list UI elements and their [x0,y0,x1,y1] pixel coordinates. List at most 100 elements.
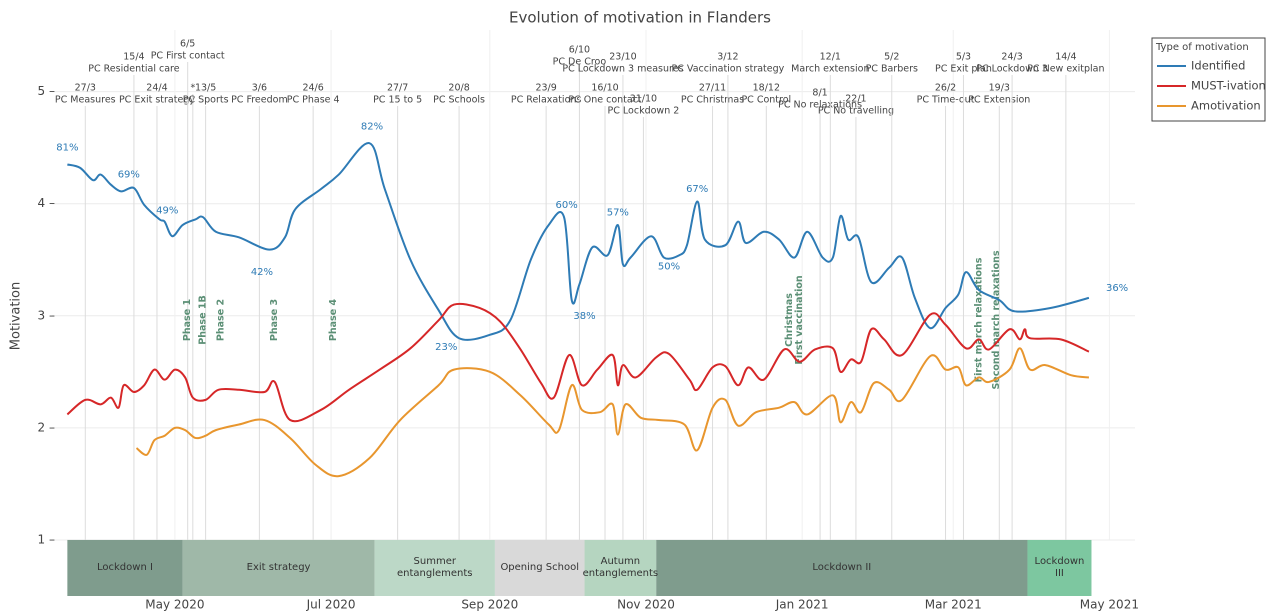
period-label: Exit strategy [246,561,311,573]
legend: Type of motivation Identified MUST-ivation… [1151,37,1266,122]
milestone-label: Phase 3 [269,299,280,341]
milestone-label: Phase 1B [198,295,209,344]
period-label: Lockdown I [97,561,153,573]
milestone-label: Phase 4 [328,299,339,342]
event-date: 27/3 [75,83,96,94]
period-band [584,539,657,596]
x-tick-label: Jul 2020 [306,598,356,612]
event-date: 6/5 [180,39,195,50]
milestone-label: Second march relaxations [991,250,1002,389]
period-band [494,539,585,596]
event-date: 24/6 [302,83,323,94]
data-label: 49% [156,205,178,216]
event-date: 31/10 [630,94,657,105]
event-date: 13/5 [195,83,216,94]
period-label: Summer entanglements [396,555,473,579]
period-band [374,539,495,596]
event-label: * [190,83,195,94]
event-label: PC Schools [433,95,485,106]
event-label: PC Freedom [231,95,288,106]
event-date: 20/8 [448,83,469,94]
event-date: 3/6 [252,83,267,94]
data-label: 82% [361,121,383,132]
data-label: 42% [251,267,273,278]
event-label: PC Control [741,95,791,106]
event-date: 24/4 [146,83,167,94]
legend-box [1151,37,1266,122]
series-line [67,142,1090,341]
legend-label: Amotivation [1191,99,1261,113]
event-date: 24/3 [1001,52,1022,63]
data-label: 67% [686,184,708,195]
event-label: PC Lockdown 3 [976,64,1048,75]
milestone-label: Phase 1 [182,299,193,341]
milestone-label: Phase 2 [215,299,226,341]
y-tick-label: 1 – [38,532,55,546]
y-tick-label: 4 – [38,196,55,210]
legend-label: Identified [1191,59,1245,73]
x-tick-label: Jan 2021 [775,598,829,612]
y-tick-label: 2 – [38,420,55,434]
event-date: 6/10 [569,45,590,56]
y-tick-label: 3 – [38,308,55,322]
event-date: 26/2 [935,83,956,94]
event-label: PC Lockdown 2 [608,106,680,117]
event-date: 19/3 [989,83,1010,94]
x-tick-label: Sep 2020 [461,598,518,612]
x-tick-label: Nov 2020 [617,598,675,612]
event-date: 27/7 [387,83,408,94]
series-line [135,347,1090,478]
legend-title: Type of motivation [1155,42,1249,53]
event-label: PC Christmas [681,95,744,106]
data-label: 38% [573,311,595,322]
period-label: Lockdown III [1034,555,1085,579]
event-label: PC Residential care [88,64,179,75]
event-label: PC Measures [55,95,116,106]
milestone-label: Christmas [784,293,795,347]
legend-label: MUST-ivation [1191,79,1266,93]
event-date: 8/1 [812,88,827,99]
milestone-label: First march relaxations [973,257,984,382]
data-label: 81% [56,143,78,154]
event-date: 16/10 [591,83,618,94]
event-date: 27/11 [699,83,726,94]
y-tick-label: 5 – [38,84,55,98]
event-label: PC De Croo [553,57,607,68]
event-label: PC Vaccination strategy [672,64,785,75]
event-date: 18/12 [753,83,780,94]
data-label: 57% [607,208,629,219]
event-date: 23/9 [535,83,556,94]
period-band [1027,539,1092,596]
data-label: 50% [658,261,680,272]
series-line [66,302,1090,423]
event-label: PC One contact [568,95,642,106]
event-label: PC Phase 4 [287,95,340,106]
event-date: 14/4 [1055,52,1076,63]
period-label: Autumn entanglements [582,555,659,579]
event-label: PC Exit strategy [119,95,195,106]
event-date: 5/3 [956,52,971,63]
event-label: PC No travelling [818,106,894,117]
event-date: 3/12 [717,52,738,63]
x-tick-label: May 2021 [1080,598,1139,612]
period-band [182,539,375,596]
event-date: 22/1 [845,94,866,105]
x-tick-label: May 2020 [145,598,204,612]
event-label: PC Relaxations [511,95,582,106]
event-label: PC Lockdown 3 measures [562,64,683,75]
x-tick-label: Mar 2021 [925,598,982,612]
event-label: March extension [791,64,869,75]
event-date: 5/2 [884,52,899,63]
period-band [67,539,183,596]
event-label: PC First contact [151,51,225,62]
event-label: PC Sports [183,95,229,106]
period-label: Lockdown II [812,561,872,573]
data-label: 23% [435,342,457,353]
event-label: PC Extension [968,95,1030,106]
period-band [656,539,1028,596]
data-label: 69% [118,170,140,181]
data-label: 36% [1106,283,1128,294]
event-label: PC 15 to 5 [373,95,422,106]
